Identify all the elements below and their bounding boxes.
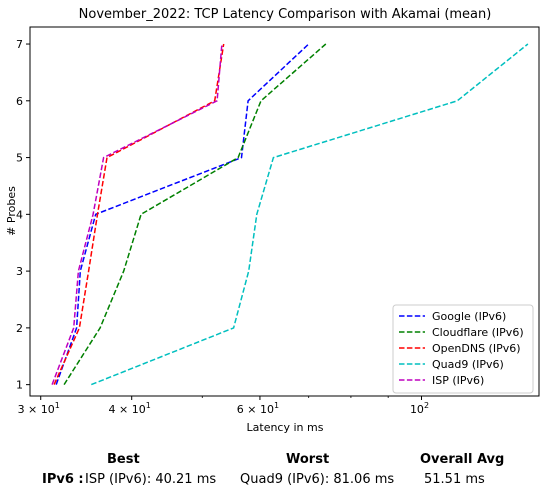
plot-frame — [29, 26, 540, 397]
x-axis-label: Latency in ms — [247, 421, 324, 434]
summary-header-best: Best — [107, 452, 140, 467]
summary-best-value: ISP (IPv6): 40.21 ms — [85, 472, 217, 487]
latency-chart: November_2022: TCP Latency Comparison wi… — [5, 7, 540, 434]
y-axis-label: # Probes — [5, 186, 18, 236]
series-line-opendns — [53, 43, 225, 385]
x-tick-exponent: 1 — [274, 401, 279, 410]
x-tick-base: 10 — [410, 403, 424, 416]
legend-entry: Google (IPv6) — [432, 310, 506, 323]
series-line-quad9 — [91, 43, 529, 386]
legend-entry: OpenDNS (IPv6) — [432, 342, 521, 355]
y-tick-label: 4 — [16, 208, 23, 221]
y-tick-label: 1 — [16, 379, 23, 392]
x-tick-label: 4 × 101 — [109, 401, 151, 416]
x-tick-base: 3 × 10 — [18, 403, 55, 416]
series-line-isp — [51, 43, 223, 385]
x-tick-base: 6 × 10 — [237, 403, 274, 416]
y-tick-label: 5 — [16, 152, 23, 165]
legend-entry: ISP (IPv6) — [432, 374, 484, 387]
summary-avg-value: 51.51 ms — [424, 472, 485, 487]
chart-legend: Google (IPv6) Cloudflare (IPv6) OpenDNS (I… — [392, 304, 534, 394]
x-tick-label: 3 × 101 — [18, 401, 60, 416]
y-tick-label: 7 — [16, 38, 23, 51]
y-tick-label: 3 — [16, 265, 23, 278]
summary-header-avg: Overall Avg — [420, 452, 505, 467]
legend-entry: Cloudflare (IPv6) — [432, 326, 524, 339]
y-tick-label: 6 — [16, 95, 23, 108]
summary-worst-value: Quad9 (IPv6): 81.06 ms — [240, 472, 395, 487]
y-tick-label: 2 — [16, 322, 23, 335]
x-tick-exponent: 2 — [424, 401, 429, 410]
x-tick-label: 102 — [410, 401, 429, 416]
series-line-google — [55, 43, 310, 385]
x-tick-exponent: 1 — [146, 401, 151, 410]
summary-row-label: IPv6 : — [42, 472, 84, 487]
x-tick-label: 6 × 101 — [237, 401, 279, 416]
legend-box — [392, 304, 534, 394]
x-tick-base: 4 × 10 — [109, 403, 146, 416]
x-tick-exponent: 1 — [55, 401, 60, 410]
chart-title: November_2022: TCP Latency Comparison wi… — [79, 7, 492, 22]
legend-entry: Quad9 (IPv6) — [432, 358, 504, 371]
summary-header-worst: Worst — [286, 452, 330, 467]
series-line-cloudflare — [63, 43, 327, 386]
